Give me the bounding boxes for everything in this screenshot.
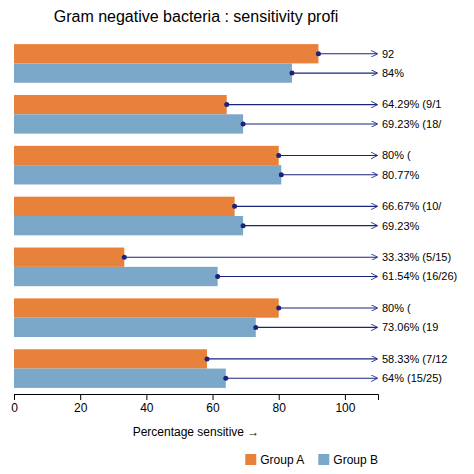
bar-end-dot [205, 356, 210, 361]
bar [14, 63, 292, 82]
bar [14, 216, 243, 235]
annotation-arrow [279, 155, 377, 156]
data-label: 92 [382, 48, 394, 60]
bar [14, 165, 281, 184]
annotation-arrow [243, 123, 377, 124]
legend-item: Group B [318, 453, 378, 467]
bar [14, 146, 279, 165]
bar-end-dot [253, 325, 258, 330]
data-labels: 92 64.29% (9/1 80% ( 66.67% (10/33.33% (5/1… [382, 48, 457, 384]
x-axis-title: Percentage sensitive → [133, 425, 260, 439]
x-axis: 0 20 40 60 80 100 [11, 394, 378, 415]
data-label: 80% ( [382, 149, 411, 161]
data-label: 58.33% (7/12 [382, 353, 447, 365]
annotation-arrow [292, 73, 377, 74]
x-tick-label: 60 [206, 401, 220, 415]
bar-end-dot [232, 204, 237, 209]
x-tick-label: 100 [335, 401, 355, 415]
data-label: 66.67% (10/ [382, 200, 442, 212]
bar [14, 95, 227, 114]
bar [14, 318, 256, 337]
bar [14, 114, 243, 133]
x-tick-mark [345, 394, 346, 400]
data-label: 69.23% [382, 220, 420, 232]
data-label: 61.54% (16/26) [382, 270, 457, 282]
x-tick-label: 20 [74, 401, 88, 415]
bar-end-dot [241, 121, 246, 126]
data-label: 80% ( [382, 302, 411, 314]
bar [14, 369, 226, 388]
plot: 0 20 40 60 80 100 92 64.29% (9/1 80% ( 66.67% (10… [11, 44, 457, 414]
data-label: 33.33% (5/15) [382, 251, 451, 263]
x-tick-label: 80 [273, 401, 287, 415]
data-label: 69.23% (18/ [382, 118, 442, 130]
annotation-arrow [235, 206, 377, 207]
bar [14, 197, 235, 216]
x-tick: 100 [335, 394, 355, 415]
x-tick-mark [14, 394, 15, 400]
annotation-arrow [227, 104, 377, 105]
data-label: 64% (15/25) [382, 372, 442, 384]
x-tick: 40 [140, 394, 154, 415]
bar-end-dot [224, 102, 229, 107]
bar [14, 44, 318, 63]
bar [14, 349, 207, 368]
bar-end-dot [241, 223, 246, 228]
bars [14, 44, 318, 388]
x-tick-label: 40 [140, 401, 154, 415]
data-label: 73.06% (19 [382, 321, 438, 333]
x-axis-line [15, 395, 379, 401]
annotations [122, 51, 377, 380]
x-tick: 60 [206, 394, 220, 415]
bar [14, 267, 218, 286]
data-label: 84% [382, 67, 404, 79]
x-tick-mark [146, 394, 147, 400]
x-tick: 80 [273, 394, 287, 415]
chart: Gram negative bacteria : sensitivity pro… [0, 0, 474, 474]
bar-end-dot [289, 71, 294, 76]
bar-end-dot [215, 274, 220, 279]
bar-end-dot [276, 306, 281, 311]
legend: Group A Group B [245, 453, 378, 467]
data-label: 80.77% [382, 169, 420, 181]
annotation-arrow [281, 174, 377, 175]
annotation-arrow [243, 225, 377, 226]
bar-end-dot [276, 153, 281, 158]
data-label: 64.29% (9/1 [382, 98, 441, 110]
x-tick-label: 0 [11, 401, 18, 415]
x-tick: 0 [11, 394, 18, 415]
x-tick-mark [279, 394, 280, 400]
annotation-arrow [207, 358, 377, 359]
legend-swatch [318, 454, 329, 465]
legend-label: Group B [333, 453, 378, 467]
x-tick: 20 [74, 394, 88, 415]
bar [14, 298, 279, 317]
legend-item: Group A [245, 453, 304, 467]
title: Gram negative bacteria : sensitivity pro… [54, 8, 339, 25]
annotation-arrow [256, 327, 377, 328]
annotation-arrow [279, 308, 377, 309]
bar-end-dot [223, 376, 228, 381]
x-tick-mark [213, 394, 214, 400]
bar-end-dot [279, 172, 284, 177]
annotation-arrow [318, 53, 377, 54]
legend-swatch [245, 454, 256, 465]
x-tick-mark [80, 394, 81, 400]
legend-label: Group A [260, 453, 304, 467]
annotation-arrow [218, 276, 377, 277]
annotation-arrow [226, 378, 377, 379]
annotation-arrow [124, 257, 377, 258]
bar-end-dot [122, 255, 127, 260]
bar-end-dot [316, 51, 321, 56]
bar [14, 248, 124, 267]
